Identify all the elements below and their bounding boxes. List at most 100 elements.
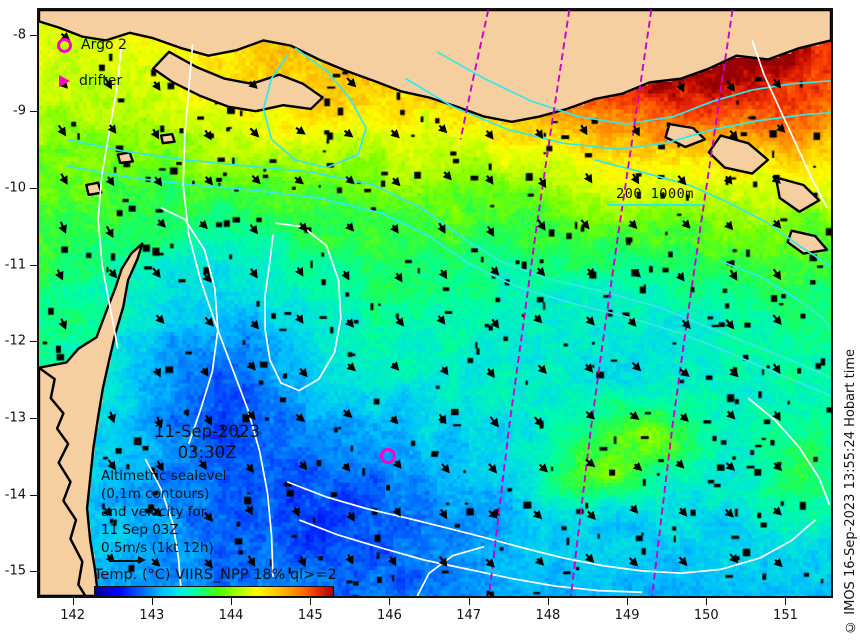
velocity-arrow [245,463,255,473]
land-polygon [39,10,831,124]
velocity-arrow [485,558,495,568]
y-axis-tick [30,34,37,36]
velocity-arrow [729,553,739,564]
velocity-arrow [681,319,691,330]
velocity-arrow [151,267,161,278]
velocity-arrow [58,318,68,330]
velocity-arrow [387,556,397,567]
x-axis-tick-label: 142 [60,608,86,623]
velocity-arrow [726,410,736,420]
y-axis-tick [30,188,37,190]
velocity-arrow [394,272,403,283]
velocity-arrow [202,272,212,283]
velocity-arrow [534,556,545,566]
legend-argo-label: Argo 2 [81,37,127,53]
sst-raster-layer [39,10,831,596]
velocity-arrow [723,175,733,185]
land-polygon [152,50,324,113]
anno-line-5: 0.5m/s (1kt 12h) [101,539,214,556]
credit-text: © IMOS 16-Sep-2023 13:55:24 Hobart time [843,349,858,634]
velocity-arrow [341,270,350,281]
velocity-arrow [628,219,638,230]
velocity-arrow [584,363,594,373]
velocity-arrow [485,225,495,237]
velocity-arrow [345,222,355,232]
x-axis-tick [389,598,391,605]
velocity-arrow [57,124,67,137]
legend-drifter: drifter [59,73,122,89]
y-axis-tick [30,264,37,266]
velocity-arrow [533,416,544,427]
velocity-arrow [248,79,258,89]
velocity-arrow [152,81,161,91]
y-axis-tick-label: -10 [4,180,26,196]
velocity-arrow [199,367,209,377]
velocity-arrow [436,315,446,325]
bathymetry-contour [436,51,831,125]
velocity-arrow [203,414,213,426]
bathymetry-contour [66,138,831,379]
land-polygon [664,122,707,149]
velocity-arrow [346,77,357,88]
velocity-arrow [679,412,689,422]
velocity-arrow [628,557,639,567]
velocity-arrow [681,219,691,229]
velocity-arrow [772,78,782,89]
velocity-arrow [631,361,642,372]
velocity-arrow [155,460,164,472]
velocity-arrow [533,509,543,520]
drifter-triangle-icon [59,75,70,87]
argo-float-marker-icon[interactable] [380,447,397,464]
velocity-arrow [203,558,213,569]
velocity-arrow [536,266,546,277]
velocity-arrow [585,410,596,420]
velocity-arrow [345,553,354,565]
velocity-arrow [295,126,306,135]
y-axis-tick [30,571,37,573]
velocity-arrow [107,411,116,424]
x-axis-tick-label: 143 [139,608,165,623]
argo-circle-icon [57,37,72,53]
x-axis-tick-label: 148 [535,608,561,623]
x-axis-tick [627,598,629,605]
x-axis-tick-label: 146 [377,608,402,623]
velocity-arrow [490,266,500,276]
velocity-arrow [204,176,214,186]
legend-argo: Argo 2 [57,37,127,53]
velocity-arrow [678,556,688,567]
velocity-arrow [729,129,738,140]
y-axis-tick [30,417,37,419]
land-coastline-layer [39,10,831,596]
velocity-arrow [725,461,736,471]
velocity-arrow [772,461,783,472]
velocity-arrow [437,222,446,234]
contour-layer [66,40,831,596]
velocity-arrow [630,173,640,185]
velocity-arrow [776,123,786,133]
x-axis-tick [310,598,312,605]
velocity-arrow [150,128,160,140]
sealevel-contour [182,44,274,577]
velocity-arrow [772,314,782,326]
velocity-arrow [298,222,308,232]
velocity-arrow [490,318,500,329]
y-axis-tick-label: -12 [4,333,26,349]
bathymetry-contour [720,260,831,331]
velocity-arrow [291,506,300,517]
velocity-scale-arrow-icon [109,556,149,565]
velocity-arrow [346,511,355,522]
velocity-arrow [585,316,595,326]
velocity-arrow [55,269,64,281]
map-plot-area[interactable]: Argo 2 drifter 200 1000m 11-Sep-2023 03:… [37,8,833,598]
velocity-arrow [772,219,782,229]
x-axis-tick-label: 147 [456,608,482,623]
velocity-arrow [298,367,308,378]
velocity-arrow-layer [55,31,786,569]
y-axis-tick-label: -15 [4,563,26,579]
land-polygon [116,151,135,165]
velocity-arrow [729,368,739,378]
velocity-arrow [772,506,782,516]
land-polygon [707,134,770,175]
velocity-arrow [204,316,214,327]
velocity-arrow [726,80,735,92]
